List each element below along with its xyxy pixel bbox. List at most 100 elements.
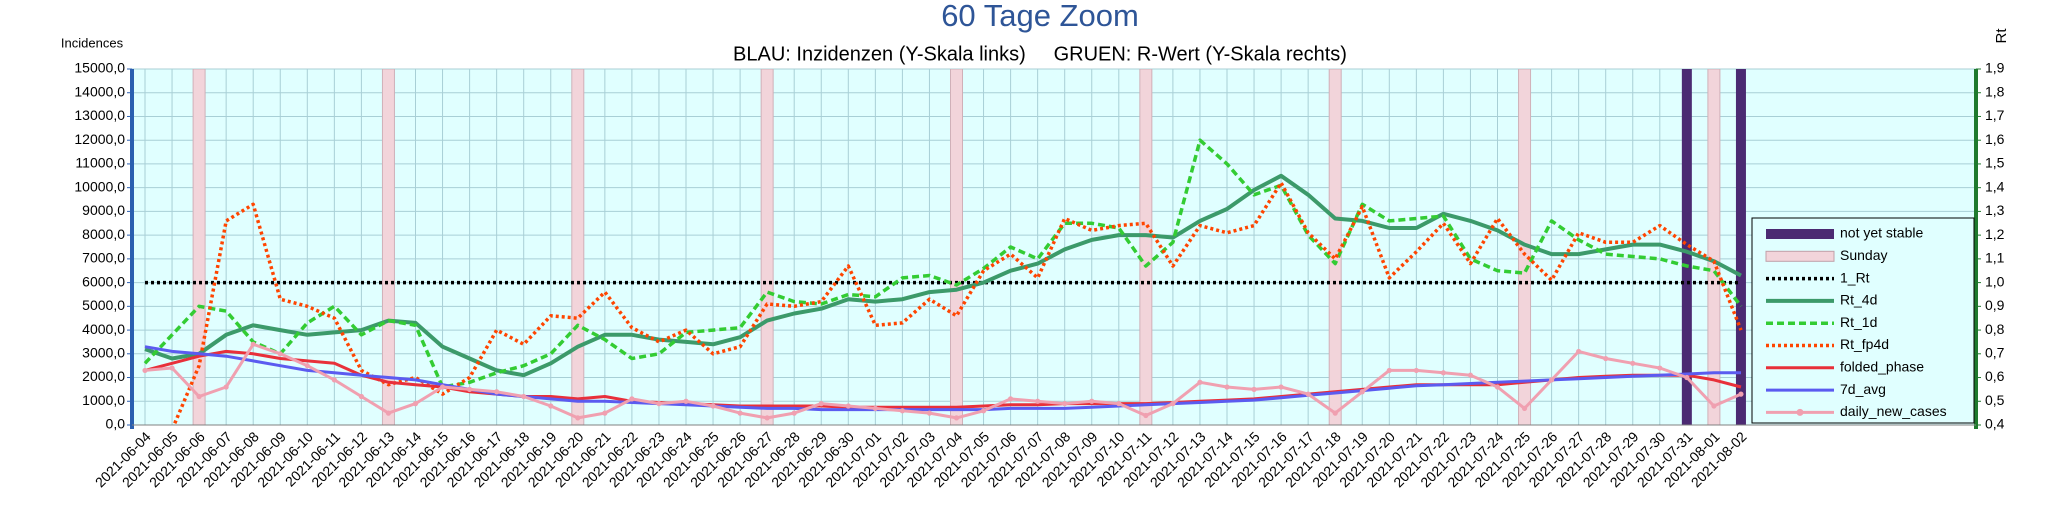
line-marker <box>764 415 770 421</box>
legend-label: Rt_fp4d <box>1840 336 1889 352</box>
line-3 <box>144 173 1742 378</box>
line-marker <box>1062 401 1068 407</box>
legend-swatch <box>1766 229 1834 239</box>
line-marker <box>1386 367 1392 374</box>
y2-tick-label: 1,9 <box>1985 60 2005 76</box>
line-marker <box>277 351 283 357</box>
line-marker <box>1440 370 1446 376</box>
line-marker <box>1197 379 1203 385</box>
line-marker <box>1657 365 1663 371</box>
line-marker <box>602 410 608 416</box>
bar <box>1328 69 1342 425</box>
line-marker <box>1711 403 1717 409</box>
line-marker <box>412 401 419 407</box>
y2-tick-label: 1,8 <box>1985 83 2005 99</box>
line-marker <box>1089 398 1095 404</box>
line-marker <box>1143 412 1149 419</box>
line-marker <box>1603 355 1609 362</box>
line-marker <box>926 410 933 416</box>
legend-label: Rt_4d <box>1840 292 1877 308</box>
y-tick-label: 9000,0 <box>82 202 125 218</box>
y2-axis-label: Rt <box>1993 28 2010 44</box>
line-marker <box>467 386 473 392</box>
line-marker <box>683 398 689 404</box>
y2-tick-label: 1,6 <box>1985 131 2005 147</box>
line-marker <box>980 408 987 414</box>
plot-background <box>131 68 1977 426</box>
line-marker <box>223 384 229 390</box>
y2-tick-label: 0,4 <box>1985 416 2005 432</box>
y-axis-label: Incidences <box>61 35 124 50</box>
line-marker <box>1332 410 1338 416</box>
line-marker <box>1630 360 1636 366</box>
line-marker <box>196 393 202 400</box>
line-marker <box>1738 391 1744 397</box>
y2-tick-label: 1,4 <box>1985 178 2005 194</box>
legend-label: 1_Rt <box>1840 269 1870 285</box>
line-marker <box>737 410 743 416</box>
y-tick-label: 3000,0 <box>82 345 125 361</box>
line-marker <box>710 403 716 409</box>
line-marker <box>1549 377 1555 383</box>
y-tick-label: 12000,0 <box>74 131 125 147</box>
bar <box>1735 69 1746 425</box>
line-marker <box>521 393 527 400</box>
legend-label: not yet stable <box>1840 225 1923 241</box>
y2-tick-label: 1,7 <box>1985 107 2005 123</box>
y-tick-label: 11000,0 <box>75 155 125 171</box>
y2-tick-label: 1,1 <box>1985 250 2005 266</box>
line-marker <box>1576 348 1582 355</box>
y-tick-label: 0,0 <box>106 416 126 432</box>
legend-label: folded_phase <box>1840 359 1924 375</box>
line-marker <box>1494 384 1501 390</box>
legend-label: Sunday <box>1840 247 1887 263</box>
line-marker <box>1116 401 1122 407</box>
y2-tick-label: 1,0 <box>1985 273 2005 289</box>
chart-title: 60 Tage Zoom <box>941 0 1139 33</box>
line-marker <box>953 415 960 421</box>
line-marker <box>845 403 851 409</box>
line-marker <box>1521 405 1528 411</box>
y2-tick-label: 0,6 <box>1985 368 2005 384</box>
y2-tick-label: 1,3 <box>1985 202 2005 218</box>
y-tick-label: 7000,0 <box>82 250 125 266</box>
line-marker <box>1170 401 1176 407</box>
line-marker <box>548 403 554 409</box>
bar <box>760 69 774 425</box>
bar <box>950 69 963 425</box>
line-marker <box>358 393 364 400</box>
line-marker <box>1035 398 1041 404</box>
line-marker <box>331 377 337 383</box>
line-marker <box>629 396 635 402</box>
bar <box>192 69 206 425</box>
y2-tick-label: 0,5 <box>1985 392 2005 408</box>
bar <box>1681 69 1692 425</box>
line-marker <box>1467 372 1474 378</box>
y2-tick-label: 1,5 <box>1985 155 2005 171</box>
bar <box>1707 69 1721 425</box>
y-tick-label: 6000,0 <box>82 273 125 289</box>
y2-tick-label: 0,7 <box>1985 345 2005 361</box>
y-tick-label: 15000,0 <box>74 60 125 76</box>
y2-tick-label: 1,2 <box>1985 226 2005 242</box>
y-tick-label: 1000,0 <box>82 392 125 408</box>
line-marker <box>169 365 175 371</box>
line-7 <box>144 345 1741 412</box>
y2-tick-label: 0,9 <box>1985 297 2005 313</box>
legend-label: 7d_avg <box>1840 381 1886 397</box>
line-marker <box>899 408 906 414</box>
line-marker <box>575 415 581 421</box>
legend-label: daily_new_cases <box>1840 403 1947 419</box>
y-tick-label: 4000,0 <box>82 321 125 337</box>
line-marker <box>304 363 310 369</box>
line-marker <box>1278 384 1284 390</box>
y2-tick-label: 0,8 <box>1985 321 2005 337</box>
y-tick-label: 14000,0 <box>74 83 125 99</box>
chart-subtitle: BLAU: Inzidenzen (Y-Skala links) GRUEN: … <box>733 43 1347 65</box>
line-marker <box>1359 389 1365 395</box>
line-marker <box>656 401 662 407</box>
line-marker <box>818 401 824 407</box>
line-marker <box>142 367 148 374</box>
